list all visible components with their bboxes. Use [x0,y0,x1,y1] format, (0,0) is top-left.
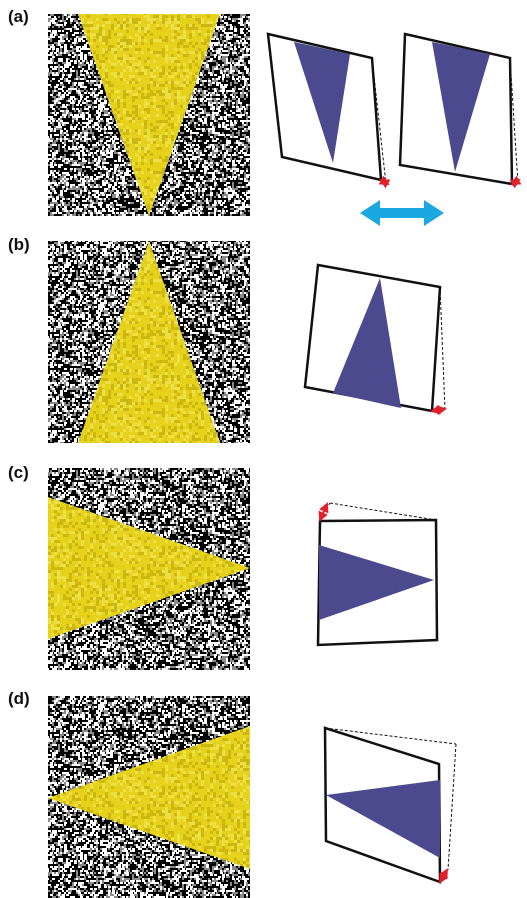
blue-triangle-d [326,780,440,858]
sheared-frame-d [323,726,457,884]
blue-triangle-a-right [432,42,490,172]
yellow-wedge-c [48,497,250,639]
yellow-wedge-b [78,241,220,443]
panel-a: (a) [8,7,522,226]
panel-label-a: (a) [8,7,29,26]
panel-label-d: (d) [8,689,30,708]
yellow-wedge-d [48,726,250,869]
shear-arrow-b [430,404,447,416]
panel-label-b: (b) [8,235,30,254]
panel-label-c: (c) [8,463,29,482]
yellow-wedge-a [78,14,220,216]
shear-arrow-a-right [509,175,522,189]
panel-b: (b) [8,235,447,443]
blue-triangle-b [333,278,401,408]
sheared-frame-a-right [398,32,522,189]
noise-image-a [48,14,250,216]
panel-d: (d) [8,689,457,898]
shear-arrow-a-left [378,175,391,189]
sheared-frame-a-left [266,32,391,189]
blue-triangle-a-left [294,42,350,163]
sheared-frame-b [303,263,447,416]
double-arrow-icon [360,200,444,226]
noise-image-b [48,241,250,443]
noise-image-c [48,468,250,670]
panel-c: (c) [8,463,439,670]
sheared-frame-c [316,502,439,647]
noise-image-d [48,696,250,898]
shear-arrow-c [318,502,329,522]
blue-triangle-c [319,545,434,620]
